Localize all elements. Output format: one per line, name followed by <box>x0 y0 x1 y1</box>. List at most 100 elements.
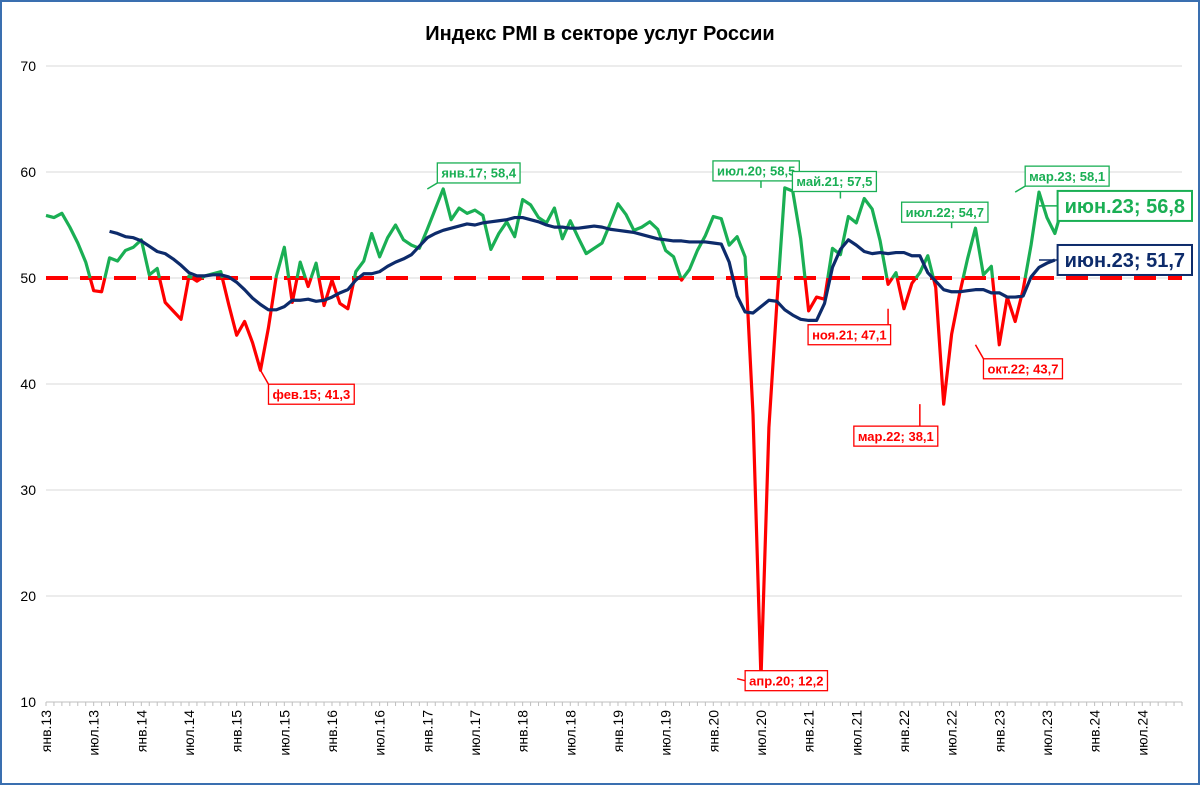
pmi-line-segment-below <box>885 277 894 286</box>
data-label-box <box>267 383 355 405</box>
data-label-text: июн.23; 51,7 <box>1065 250 1185 272</box>
data-label-callout: апр.20; 12,2 <box>736 670 829 692</box>
data-label-text: янв.17; 58,4 <box>441 166 517 181</box>
data-label-leader <box>736 677 746 682</box>
data-label-callout: июл.22; 54,7 <box>900 201 989 229</box>
data-label-leader <box>259 369 270 385</box>
pmi-line-segment-below <box>88 277 107 294</box>
data-label-callout: окт.22; 43,7 <box>974 344 1064 380</box>
pmi-line-segment-above <box>891 271 899 279</box>
data-label-box <box>1024 165 1110 187</box>
y-axis: 10 20 30 40 50 60 70 <box>20 58 36 710</box>
x-tick-label: июл.14 <box>181 710 197 756</box>
data-label-text: май.21; 57,5 <box>796 174 872 189</box>
x-tick-label: июл.21 <box>848 710 864 756</box>
data-label-text: фев.15; 41,3 <box>272 387 350 402</box>
data-label-box <box>744 670 829 692</box>
annotation-layer: фев.15; 41,3 янв.17; 58,4 апр.20; 12,2 июл.… <box>259 160 1193 692</box>
x-tick-label: янв.14 <box>133 710 149 752</box>
pmi-line-segment-above <box>777 186 807 279</box>
x-tick-label: янв.13 <box>38 710 54 752</box>
x-tick-label: янв.23 <box>991 710 1007 752</box>
data-label-text: ноя.21; 47,1 <box>812 327 887 342</box>
x-tick-label: июл.19 <box>658 710 674 756</box>
pmi-line-segment-below <box>191 276 203 283</box>
x-tick-label: июл.18 <box>562 710 578 756</box>
data-label-callout: фев.15; 41,3 <box>259 369 355 405</box>
pmi-line-segment-below <box>157 277 191 321</box>
pmi-line-segment-below <box>303 277 313 289</box>
pmi-line-segment-below <box>679 277 685 282</box>
pmi-line-segment-above <box>295 260 307 279</box>
pmi-line-segment-above <box>309 261 321 279</box>
data-label-text: июл.22; 54,7 <box>906 205 984 220</box>
data-label-callout: май.21; 57,5 <box>791 170 878 199</box>
data-label-callout: мар.22; 38,1 <box>853 404 939 447</box>
x-tick-label: июл.24 <box>1134 710 1150 756</box>
pmi-line-segment-above <box>45 211 92 279</box>
pmi-line-segment-above <box>1023 190 1065 279</box>
y-tick-label: 30 <box>20 482 36 498</box>
x-tick-label: янв.21 <box>801 710 817 752</box>
pmi-line-segment-below <box>895 277 918 311</box>
pmi-line-segment-above <box>826 196 889 279</box>
x-axis: янв.13 июл.13 янв.14 июл.14 янв.15 июл.15 янв.… <box>38 701 1183 756</box>
pmi-line-segment-above <box>352 187 683 279</box>
pmi-line-segment-below <box>287 277 299 304</box>
data-label-box <box>900 201 989 223</box>
data-label-box <box>807 324 892 346</box>
pmi-line-segment-below <box>220 277 278 372</box>
y-tick-label: 40 <box>20 376 36 392</box>
x-tick-label: янв.22 <box>896 710 912 752</box>
data-label-box <box>982 358 1064 380</box>
x-tick-label: янв.24 <box>1087 710 1103 752</box>
data-label-callout: ноя.21; 47,1 <box>807 308 892 346</box>
x-tick-label: янв.16 <box>324 710 340 752</box>
y-tick-label: 60 <box>20 164 36 180</box>
data-label-box <box>436 162 521 184</box>
y-tick-label: 20 <box>20 588 36 604</box>
x-tick-label: июл.22 <box>944 710 960 756</box>
pmi-line-segment-above <box>187 274 194 280</box>
data-label-callout: июн.23; 56,8 <box>1039 189 1193 222</box>
pmi-line-segment-above <box>274 245 291 279</box>
data-label-text: мар.22; 38,1 <box>858 429 934 444</box>
pmi-line-segment-above <box>961 226 995 279</box>
x-tick-label: янв.15 <box>229 710 245 752</box>
data-label-text: окт.22; 43,7 <box>987 361 1058 376</box>
x-tick-label: июл.13 <box>86 710 102 756</box>
data-label-box <box>1056 243 1193 276</box>
data-label-callout: мар.23; 58,1 <box>1014 165 1110 193</box>
x-tick-label: июл.20 <box>753 710 769 756</box>
pmi-line-segment-below <box>744 277 781 681</box>
data-label-box <box>1056 189 1193 222</box>
data-label-leader <box>974 344 985 360</box>
pmi-line-segment-below <box>990 277 1027 347</box>
x-tick-label: июл.17 <box>467 710 483 756</box>
x-tick-label: янв.17 <box>419 710 435 752</box>
data-label-callout: июн.23; 51,7 <box>1039 243 1193 276</box>
pmi-line-segment-above <box>681 214 748 279</box>
moving-average-line <box>109 215 1056 322</box>
data-label-text: июл.20; 58,5 <box>717 164 795 179</box>
data-label-leader <box>426 182 438 190</box>
x-tick-label: янв.19 <box>610 710 626 752</box>
data-label-text: июн.23; 56,8 <box>1065 196 1185 218</box>
pmi-line-segment-below <box>931 277 965 406</box>
data-label-callout: янв.17; 58,4 <box>426 162 521 190</box>
data-label-text: мар.23; 58,1 <box>1029 169 1105 184</box>
grid-layer <box>46 65 1182 703</box>
chart-title: Индекс PMI в секторе услуг России <box>425 23 774 45</box>
y-tick-label: 10 <box>20 694 36 710</box>
y-tick-label: 50 <box>20 270 36 286</box>
pmi-line-segment-above <box>103 238 162 279</box>
x-tick-label: янв.20 <box>705 710 721 752</box>
x-tick-label: июл.23 <box>1039 710 1055 756</box>
data-label-leader <box>1014 185 1026 193</box>
data-label-callout: июл.20; 58,5 <box>712 160 800 188</box>
y-tick-label: 70 <box>20 58 36 74</box>
data-label-text: апр.20; 12,2 <box>749 673 823 688</box>
data-label-box <box>853 425 939 447</box>
